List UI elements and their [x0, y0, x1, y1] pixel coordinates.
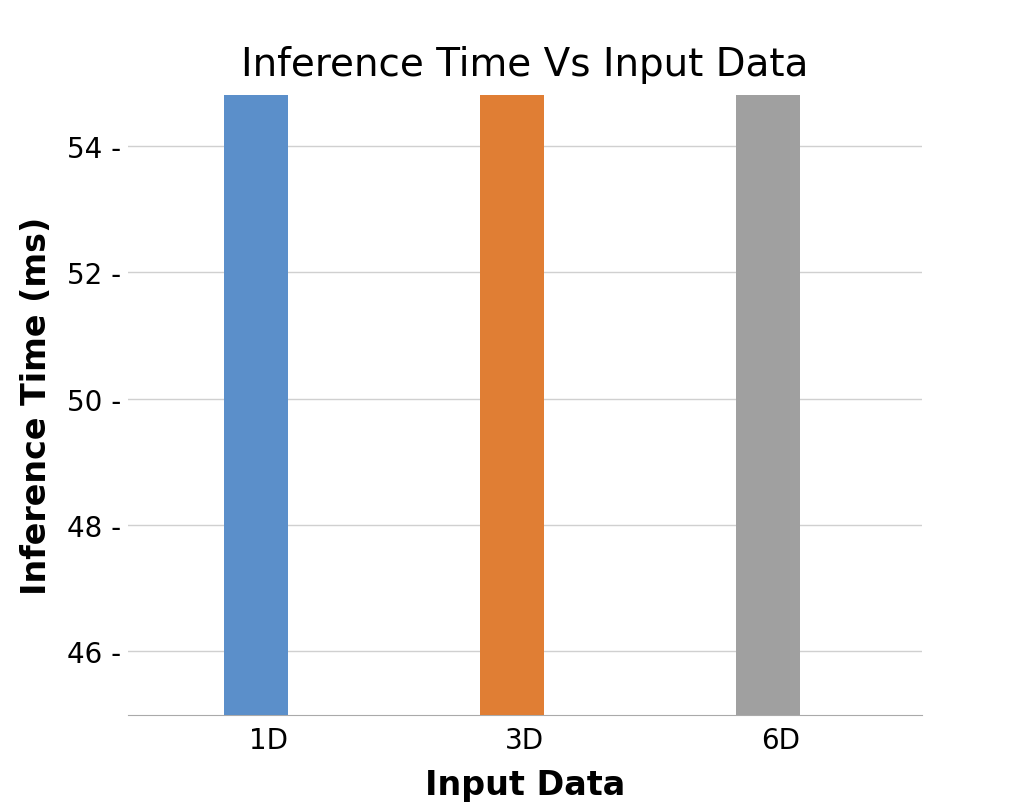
- Y-axis label: Inference Time (ms): Inference Time (ms): [19, 217, 53, 594]
- Title: Inference Time Vs Input Data: Inference Time Vs Input Data: [241, 46, 809, 84]
- Bar: [224, 0, 288, 715]
- X-axis label: Input Data: Input Data: [425, 768, 625, 801]
- Bar: [480, 0, 544, 715]
- Bar: [736, 0, 800, 715]
